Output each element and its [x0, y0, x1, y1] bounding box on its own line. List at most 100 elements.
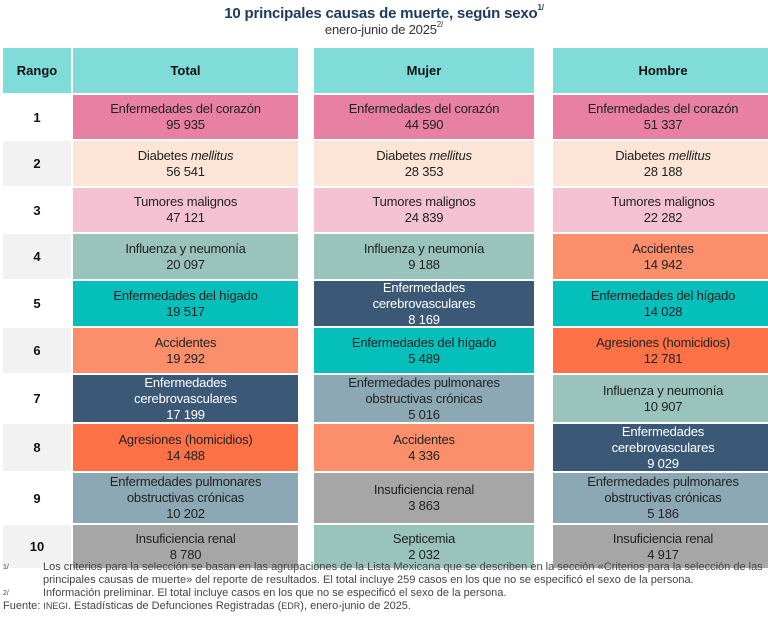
footnote-mark: 2/ — [3, 590, 9, 597]
death-count: 14 028 — [643, 303, 683, 319]
cause-name: Agresiones (homicidios) — [118, 432, 252, 448]
death-count: 47 121 — [166, 210, 205, 225]
cause-name: Enfermedades pulmonares obstructivas cró… — [110, 474, 262, 506]
cause-name: Enfermedades del corazón — [110, 101, 261, 117]
cause-cell-hombre: Influenza y neumonía 10 907 — [553, 375, 768, 422]
column-gap — [300, 525, 312, 568]
cause-name: Diabetes mellitus — [376, 148, 472, 164]
cause-name-text: Enfermedades cerebrovasculares — [134, 374, 237, 406]
death-count: 2 032 — [408, 546, 440, 562]
cause-name-text: Tumores malignos — [372, 194, 476, 209]
subtitle-footnote-mark: 2/ — [436, 20, 444, 29]
death-count: 19 517 — [166, 303, 205, 319]
cause-name-text: Insuficiencia renal — [612, 530, 714, 546]
cause-cell-hombre: Enfermedades cerebrovasculares 9 029 — [553, 424, 768, 471]
cause-cell-total: Accidentes 19 292 — [73, 328, 298, 373]
death-count: 19 292 — [166, 350, 205, 366]
column-gap — [536, 95, 551, 139]
death-count: 14 942 — [643, 256, 683, 272]
cause-cell-hombre: Enfermedades pulmonares obstructivas cró… — [553, 473, 768, 523]
cause-name-text: Enfermedades pulmonares obstructivas cró… — [587, 474, 739, 505]
source-text: . Estadísticas de Defunciones Registrada… — [67, 600, 282, 612]
cause-name-text: Insuficiencia renal — [135, 530, 236, 546]
page-title: 10 principales causas de muerte, según s… — [0, 3, 768, 22]
cause-name: Diabetes mellitus — [138, 148, 234, 164]
title-footnote-mark: 1/ — [537, 3, 544, 12]
cause-cell-mujer: Enfermedades del hígado 5 489 — [314, 328, 534, 373]
cause-cell-total: Enfermedades del corazón 95 935 — [73, 95, 298, 139]
column-gap — [300, 328, 312, 373]
death-count: 51 337 — [643, 117, 683, 132]
column-gap — [536, 328, 551, 373]
rank-cell: 8 — [3, 424, 71, 471]
footnotes: 1/Los criterios para la selección se bas… — [3, 561, 765, 613]
column-gap — [536, 473, 551, 523]
cause-cell-total: Enfermedades pulmonares obstructivas cró… — [73, 473, 298, 523]
cause-name-text: Enfermedades del corazón — [348, 101, 500, 116]
cause-cell-total: Enfermedades del hígado 19 517 — [73, 281, 298, 326]
rank-cell: 7 — [33, 391, 41, 406]
cause-name-text: Agresiones (homicidios) — [118, 431, 253, 447]
column-gap — [536, 234, 551, 279]
cause-name: Tumores malignos — [134, 194, 237, 210]
cause-name-italic: mellitus — [668, 147, 711, 163]
death-count: 20 097 — [166, 256, 205, 272]
death-count: 8 169 — [408, 311, 440, 327]
cause-name-italic: mellitus — [190, 147, 234, 163]
column-gap — [536, 525, 551, 568]
cause-name-text: Tumores malignos — [133, 194, 238, 209]
death-count: 4 917 — [647, 546, 679, 562]
column-gap — [536, 375, 551, 422]
rank-cell: 4 — [3, 234, 71, 279]
death-count: 22 282 — [643, 210, 683, 225]
cause-name: Enfermedades del corazón — [349, 101, 500, 117]
cause-name-text: Diabetes — [376, 147, 426, 163]
cause-cell-hombre: Insuficiencia renal 4 917 — [553, 525, 768, 568]
death-count: 5 016 — [408, 406, 440, 422]
column-gap — [300, 48, 312, 93]
rank-cell: 10 — [3, 525, 71, 568]
cause-cell-mujer: Septicemia 2 032 — [314, 525, 534, 568]
cause-name: Septicemia — [393, 531, 456, 547]
death-count: 44 590 — [404, 117, 444, 132]
death-count: 95 935 — [166, 117, 205, 132]
death-count: 5 489 — [408, 350, 440, 366]
rank-cell: 6 — [3, 328, 71, 373]
cause-cell-mujer: Insuficiencia renal 3 863 — [314, 473, 534, 523]
cause-name: Enfermedades del hígado — [591, 288, 735, 304]
cause-name: Enfermedades cerebrovasculares — [612, 424, 715, 456]
cause-name: Insuficiencia renal — [613, 531, 713, 547]
death-count: 3 863 — [408, 498, 440, 513]
footnote-text: Información preliminar. El total incluye… — [43, 587, 507, 599]
column-gap — [536, 188, 551, 232]
cause-cell-total: Influenza y neumonía 20 097 — [73, 234, 298, 279]
cause-name: Influenza y neumonía — [363, 240, 485, 257]
death-count: 12 781 — [643, 350, 683, 366]
cause-cell-mujer: Accidentes 4 336 — [314, 424, 534, 471]
subtitle-text: enero-junio de 2025 — [324, 22, 437, 37]
cause-cell-hombre: Enfermedades del corazón 51 337 — [553, 95, 768, 139]
rank-cell: 1 — [33, 109, 41, 125]
cause-cell-hombre: Accidentes 14 942 — [553, 234, 768, 279]
page-subtitle: enero-junio de 20252/ — [0, 20, 768, 37]
footnote-2: 2/Información preliminar. El total inclu… — [3, 587, 765, 600]
death-count: 5 186 — [647, 506, 679, 521]
cause-cell-hombre: Agresiones (homicidios) 12 781 — [553, 328, 768, 373]
cause-name: Insuficiencia renal — [135, 531, 235, 547]
cause-name: Accidentes — [632, 241, 694, 257]
cause-name-text: Enfermedades del corazón — [110, 101, 261, 116]
cause-name: Enfermedades del corazón — [588, 101, 739, 117]
header-rank: Rango — [3, 48, 71, 93]
rank-cell: 5 — [33, 296, 41, 311]
column-gap — [536, 141, 551, 186]
title-text: 10 principales causas de muerte, según s… — [224, 5, 538, 22]
cause-name-text: Diabetes — [615, 147, 665, 163]
cause-name: Enfermedades cerebrovasculares — [373, 280, 476, 312]
cause-cell-total: Tumores malignos 47 121 — [73, 188, 298, 232]
death-count: 14 488 — [166, 447, 205, 463]
cause-cell-mujer: Enfermedades pulmonares obstructivas cró… — [314, 375, 534, 422]
cause-name-text: Enfermedades cerebrovasculares — [372, 279, 476, 311]
cause-name-text: Insuficiencia renal — [373, 482, 475, 497]
cause-name: Influenza y neumonía — [603, 383, 724, 399]
cause-name-text: Influenza y neumonía — [363, 240, 485, 256]
